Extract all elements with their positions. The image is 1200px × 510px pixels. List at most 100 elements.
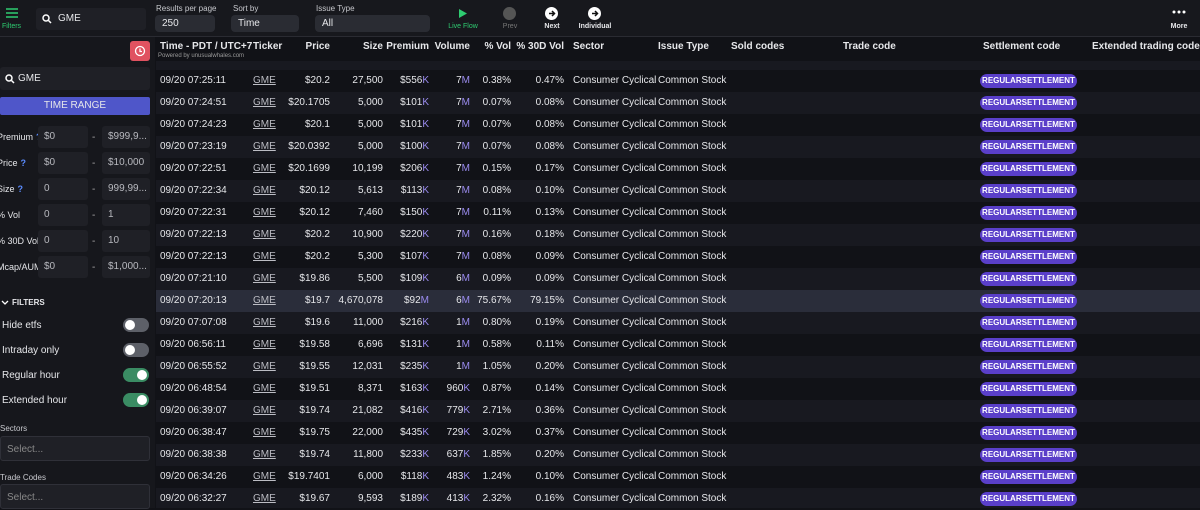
- range-min[interactable]: $0: [38, 126, 88, 148]
- table-row[interactable]: 09/20 07:20:13 GME $19.7 4,670,078 $92M 6M 75.…: [156, 290, 1200, 312]
- filters-button[interactable]: Filters: [2, 23, 22, 30]
- ticker[interactable]: GME: [253, 449, 276, 460]
- ticker[interactable]: GME: [253, 361, 276, 372]
- time: 09/20 06:55:52: [160, 361, 227, 372]
- table-body: 09/20 07:25:11 GME $20.2 27,500 $556K 7M 0.38%…: [156, 70, 1200, 508]
- range-max[interactable]: 1: [102, 204, 150, 226]
- ticker[interactable]: GME: [253, 427, 276, 438]
- table-row[interactable]: 09/20 07:22:31 GME $20.12 7,460 $150K 7M 0.11%…: [156, 202, 1200, 224]
- ticker[interactable]: GME: [253, 229, 276, 240]
- sectors-select[interactable]: Select...: [0, 436, 150, 461]
- column-header[interactable]: Time - PDT / UTC+7: [160, 41, 253, 52]
- range-max[interactable]: $999,9...: [102, 126, 150, 148]
- size: 12,031: [352, 361, 383, 372]
- toggle-switch[interactable]: [123, 318, 149, 332]
- sector: Consumer Cyclical: [573, 185, 657, 196]
- range-min[interactable]: 0: [38, 178, 88, 200]
- ticker[interactable]: GME: [253, 273, 276, 284]
- sidebar-search[interactable]: GME: [0, 67, 150, 90]
- column-header[interactable]: Sold codes: [731, 41, 785, 52]
- range-max[interactable]: 999,99...: [102, 178, 150, 200]
- ticker[interactable]: GME: [253, 251, 276, 262]
- table-row[interactable]: 09/20 07:22:13 GME $20.2 5,300 $107K 7M 0.08% 0…: [156, 246, 1200, 268]
- table-row[interactable]: 09/20 07:24:23 GME $20.1 5,000 $101K 7M 0.07% 0…: [156, 114, 1200, 136]
- column-header[interactable]: Sector: [573, 41, 605, 52]
- premium: $113K: [400, 185, 429, 196]
- table-row[interactable]: 09/20 07:22:34 GME $20.12 5,613 $113K 7M 0.08%…: [156, 180, 1200, 202]
- issue-type: Common Stock: [658, 207, 727, 218]
- table-row[interactable]: 09/20 07:24:51 GME $20.1705 5,000 $101K 7M 0.0…: [156, 92, 1200, 114]
- toggle-switch[interactable]: [123, 393, 149, 407]
- table-row[interactable]: 09/20 06:56:11 GME $19.58 6,696 $131K 1M 0.58%…: [156, 334, 1200, 356]
- pct-vol: 2.71%: [482, 405, 511, 416]
- column-header[interactable]: Volume: [434, 41, 470, 52]
- toggle-switch[interactable]: [123, 368, 149, 382]
- table-row[interactable]: 09/20 07:21:10 GME $19.86 5,500 $109K 6M 0.09%…: [156, 268, 1200, 290]
- range-min[interactable]: 0: [38, 230, 88, 252]
- pct-vol: 0.08%: [482, 251, 511, 262]
- range-max[interactable]: 10: [102, 230, 150, 252]
- column-header[interactable]: % 30D Vol: [516, 41, 564, 52]
- sector: Consumer Cyclical: [573, 471, 657, 482]
- issue-value: All: [322, 18, 334, 29]
- column-header[interactable]: Size: [362, 41, 383, 52]
- table-row[interactable]: 09/20 06:38:47 GME $19.75 22,000 $435K 729K 3.…: [156, 422, 1200, 444]
- column-header[interactable]: Premium: [386, 41, 429, 52]
- ticker[interactable]: GME: [253, 141, 276, 152]
- issue-select[interactable]: All: [315, 15, 430, 32]
- time: 09/20 06:38:47: [160, 427, 227, 438]
- ticker[interactable]: GME: [253, 405, 276, 416]
- pct-vol: 3.02%: [482, 427, 511, 438]
- column-header[interactable]: Trade code: [843, 41, 896, 52]
- table-row[interactable]: 09/20 07:23:19 GME $20.0392 5,000 $100K 7M 0.0…: [156, 136, 1200, 158]
- ticker[interactable]: GME: [253, 383, 276, 394]
- ticker[interactable]: GME: [253, 471, 276, 482]
- volume: 6M: [456, 273, 470, 284]
- column-header[interactable]: Ticker: [253, 41, 283, 52]
- column-header[interactable]: Issue Type: [658, 41, 709, 52]
- ticker[interactable]: GME: [253, 163, 276, 174]
- sort-select[interactable]: Time: [231, 15, 299, 32]
- ticker-search[interactable]: GME: [36, 8, 146, 30]
- results-select[interactable]: 250: [155, 15, 215, 32]
- table-row[interactable]: 09/20 06:38:38 GME $19.74 11,800 $233K 637K 1.…: [156, 444, 1200, 466]
- range-min[interactable]: $0: [38, 152, 88, 174]
- ticker[interactable]: GME: [253, 185, 276, 196]
- column-header[interactable]: Price: [305, 41, 330, 52]
- ticker[interactable]: GME: [253, 119, 276, 130]
- ticker[interactable]: GME: [253, 339, 276, 350]
- prev-button[interactable]: Prev: [502, 23, 518, 30]
- more-button[interactable]: More: [1170, 23, 1188, 30]
- table-row[interactable]: 09/20 07:22:51 GME $20.1699 10,199 $206K 7M 0.…: [156, 158, 1200, 180]
- table-row[interactable]: 09/20 06:32:27 GME $19.67 9,593 $189K 413K 2.3…: [156, 488, 1200, 508]
- range-label: Price?: [0, 158, 26, 168]
- table-row[interactable]: 09/20 07:07:08 GME $19.6 11,000 $216K 1M 0.80%…: [156, 312, 1200, 334]
- ticker[interactable]: GME: [253, 295, 276, 306]
- ticker[interactable]: GME: [253, 493, 276, 504]
- ticker[interactable]: GME: [253, 97, 276, 108]
- ticker[interactable]: GME: [253, 207, 276, 218]
- column-header[interactable]: Settlement code: [983, 41, 1061, 52]
- table-row[interactable]: 09/20 06:48:54 GME $19.51 8,371 $163K 960K 0.8…: [156, 378, 1200, 400]
- table-row[interactable]: 09/20 06:34:26 GME $19.7401 6,000 $118K 483K 1…: [156, 466, 1200, 488]
- next-button[interactable]: Next: [544, 23, 560, 30]
- table-row[interactable]: 09/20 07:22:13 GME $20.2 10,900 $220K 7M 0.16%…: [156, 224, 1200, 246]
- range-max[interactable]: $1,000...: [102, 256, 150, 278]
- range-max[interactable]: $10,000: [102, 152, 150, 174]
- codes-select[interactable]: Select...: [0, 484, 150, 509]
- table-row[interactable]: 09/20 06:55:52 GME $19.55 12,031 $235K 1M 1.05…: [156, 356, 1200, 378]
- table-row[interactable]: 09/20 07:25:11 GME $20.2 27,500 $556K 7M 0.38%…: [156, 70, 1200, 92]
- column-header[interactable]: % Vol: [484, 41, 511, 52]
- individual-button[interactable]: Individual: [578, 23, 612, 30]
- sectors-label: Sectors: [0, 424, 28, 433]
- table-row[interactable]: 09/20 06:39:07 GME $19.74 21,082 $416K 779K 2.…: [156, 400, 1200, 422]
- reset-button[interactable]: [130, 41, 150, 61]
- toggle-switch[interactable]: [123, 343, 149, 357]
- ticker[interactable]: GME: [253, 317, 276, 328]
- live-flow-button[interactable]: Live Flow: [448, 23, 478, 30]
- ticker[interactable]: GME: [253, 75, 276, 86]
- column-header[interactable]: Extended trading code: [1092, 41, 1200, 52]
- range-min[interactable]: 0: [38, 204, 88, 226]
- range-min[interactable]: $0: [38, 256, 88, 278]
- time-range-button[interactable]: TIME RANGE: [0, 97, 150, 115]
